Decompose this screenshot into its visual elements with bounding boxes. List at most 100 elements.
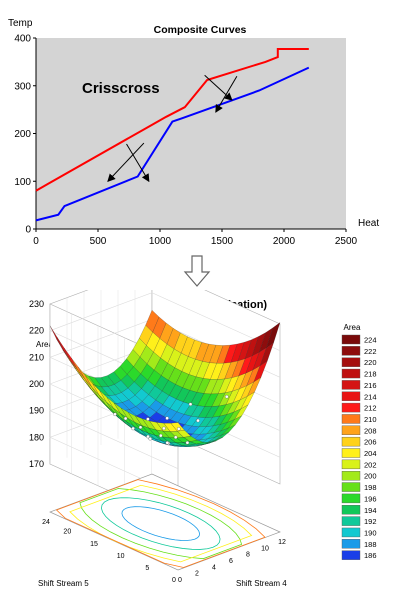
sample-point xyxy=(165,416,169,420)
legend-swatch xyxy=(341,505,361,515)
annotation-arrow xyxy=(107,142,145,182)
contour-line xyxy=(79,488,243,560)
y-tick-label: 20 xyxy=(63,529,71,536)
legend-swatch xyxy=(341,527,361,538)
annotation-arrows xyxy=(107,74,238,183)
surface-mesh xyxy=(49,309,281,447)
sample-point xyxy=(113,412,117,417)
legend-label: 204 xyxy=(364,449,377,458)
legend-swatch xyxy=(341,436,361,447)
legend-label: 214 xyxy=(364,392,377,401)
z-tick-label: 170 xyxy=(29,459,44,469)
y-tick-label: 0 xyxy=(172,577,176,584)
sample-point xyxy=(159,433,163,438)
x-tick-label: 10 xyxy=(261,545,269,552)
crisscross-annotation: Crisscross xyxy=(82,80,160,97)
cold-composite-curve xyxy=(35,66,310,222)
sample-point xyxy=(165,441,170,445)
sample-point xyxy=(148,436,152,441)
legend-label: 194 xyxy=(364,506,377,515)
sample-point xyxy=(185,440,190,445)
chart-axes: 0 100 200 300 400 0 500 1000 1500 2000 2500 xyxy=(14,34,357,248)
legend-swatch xyxy=(341,539,361,549)
shift-stream-5-label: Shift Stream 5 xyxy=(38,579,89,588)
annotation-arrow xyxy=(204,74,233,101)
y-axis-label: Temp xyxy=(8,18,33,29)
z-tick-label: 190 xyxy=(29,406,44,416)
z-tick-label: 220 xyxy=(29,326,44,336)
legend-label: 208 xyxy=(364,426,377,435)
sample-point xyxy=(196,418,200,423)
sample-point xyxy=(162,426,166,431)
sample-point xyxy=(177,427,181,431)
z-axis-label: Area xyxy=(36,340,53,349)
y-tick-label: 5 xyxy=(145,565,149,572)
x-tick-label: 12 xyxy=(278,539,286,546)
legend-swatch xyxy=(341,346,361,356)
legend-swatch xyxy=(341,414,361,424)
sample-point xyxy=(131,426,135,431)
legend-label: 192 xyxy=(364,517,377,526)
z-tick-label: 230 xyxy=(29,299,44,309)
legend-swatch xyxy=(341,482,361,492)
hot-composite-curve xyxy=(35,48,309,192)
y-tick-label: 10 xyxy=(117,553,125,560)
legend-label: 224 xyxy=(364,336,377,345)
sample-points xyxy=(113,394,229,446)
z-tick-label: 200 xyxy=(29,379,44,389)
y-tick-label: 300 xyxy=(14,81,31,92)
x-tick-label: 2000 xyxy=(273,236,296,247)
y-tick-label: 400 xyxy=(14,34,31,45)
colorbar-legend: 224 222 220 218 216 214 212 210 208 206 204 202 200 1… xyxy=(341,334,377,560)
y-tick-label: 15 xyxy=(90,541,98,548)
y-tick-label: 0 xyxy=(25,225,31,236)
legend-swatch xyxy=(341,368,361,379)
contour-line xyxy=(101,497,221,550)
legend-swatch xyxy=(341,493,361,504)
y-tick-label: 100 xyxy=(14,177,31,188)
down-arrow-icon xyxy=(183,255,211,287)
x-tick-label: 0 xyxy=(178,577,182,584)
legend-swatch xyxy=(341,391,361,401)
x-tick-label: 500 xyxy=(90,236,107,247)
legend-swatch xyxy=(341,448,361,458)
legend-label: 206 xyxy=(364,438,377,447)
legend-label: 186 xyxy=(364,551,377,560)
z-tick-label: 180 xyxy=(29,432,44,442)
legend-swatch xyxy=(341,459,361,470)
area-surface-chart: Area (Crisscross optimisation) Area 1701… xyxy=(29,290,377,588)
legend-swatch xyxy=(341,516,361,526)
legend-label: 196 xyxy=(364,494,377,503)
series-group xyxy=(35,48,310,222)
legend-label: 212 xyxy=(364,404,377,413)
legend-title: Area xyxy=(344,323,361,332)
legend-label: 218 xyxy=(364,370,377,379)
legend-label: 222 xyxy=(364,347,377,356)
legend-label: 216 xyxy=(364,381,377,390)
legend-swatch xyxy=(341,357,361,367)
legend-swatch xyxy=(341,470,361,481)
legend-swatch xyxy=(341,380,361,390)
floor-contours xyxy=(55,479,266,568)
z-tick-label: 210 xyxy=(29,352,44,362)
sample-point xyxy=(146,434,150,439)
x-axis-label: Heat xyxy=(358,218,379,229)
x-tick-label: 1000 xyxy=(149,236,172,247)
legend-swatch xyxy=(341,334,361,345)
legend-label: 198 xyxy=(364,483,377,492)
plot-area xyxy=(36,38,346,229)
x-tick-label: 6 xyxy=(229,558,233,565)
legend-swatch xyxy=(341,425,361,436)
sample-point xyxy=(138,425,143,430)
x-tick-label: 2500 xyxy=(335,236,358,247)
sample-point xyxy=(173,435,178,440)
x-tick-label: 0 xyxy=(33,236,39,247)
y-tick-label: 200 xyxy=(14,129,31,140)
y-tick-label: 24 xyxy=(42,519,50,526)
legend-swatch xyxy=(341,550,361,560)
contour-line xyxy=(121,506,200,541)
legend-label: 210 xyxy=(364,415,377,424)
legend-label: 190 xyxy=(364,528,377,537)
legend-label: 188 xyxy=(364,540,377,549)
